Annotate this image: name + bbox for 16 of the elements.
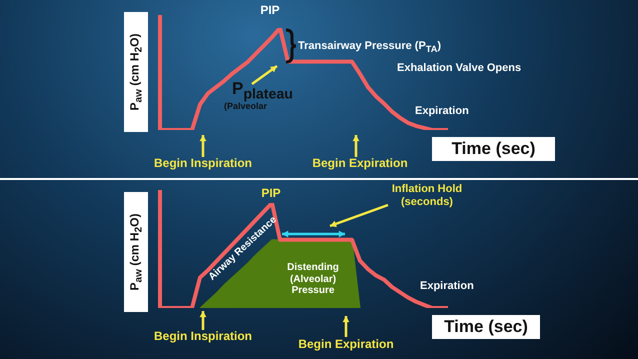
text: Begin Expiration <box>311 156 409 171</box>
annotation: Inflation Hold (seconds) <box>390 183 464 208</box>
annotation: Exhalation Valve Opens <box>397 62 522 75</box>
annotation: Distending (Alveolar) Pressure <box>286 262 340 296</box>
text: PIP <box>260 186 282 201</box>
annotation: Expiration <box>420 280 474 293</box>
annotation: Transairway Pressure (P$_{TA}$) <box>298 40 441 55</box>
text: Begin Inspiration <box>152 329 253 344</box>
x-axis-title: Time (sec) <box>432 137 555 161</box>
annotation: P$_{plateau}$ <box>232 79 293 102</box>
text: PIP <box>259 3 281 18</box>
text: Begin Inspiration <box>152 156 253 171</box>
annotation: (Palveolar <box>224 101 268 112</box>
annotation: Expiration <box>415 105 469 118</box>
x-axis-title: Time (sec) <box>432 315 540 339</box>
text: Begin Expiration <box>297 337 395 352</box>
